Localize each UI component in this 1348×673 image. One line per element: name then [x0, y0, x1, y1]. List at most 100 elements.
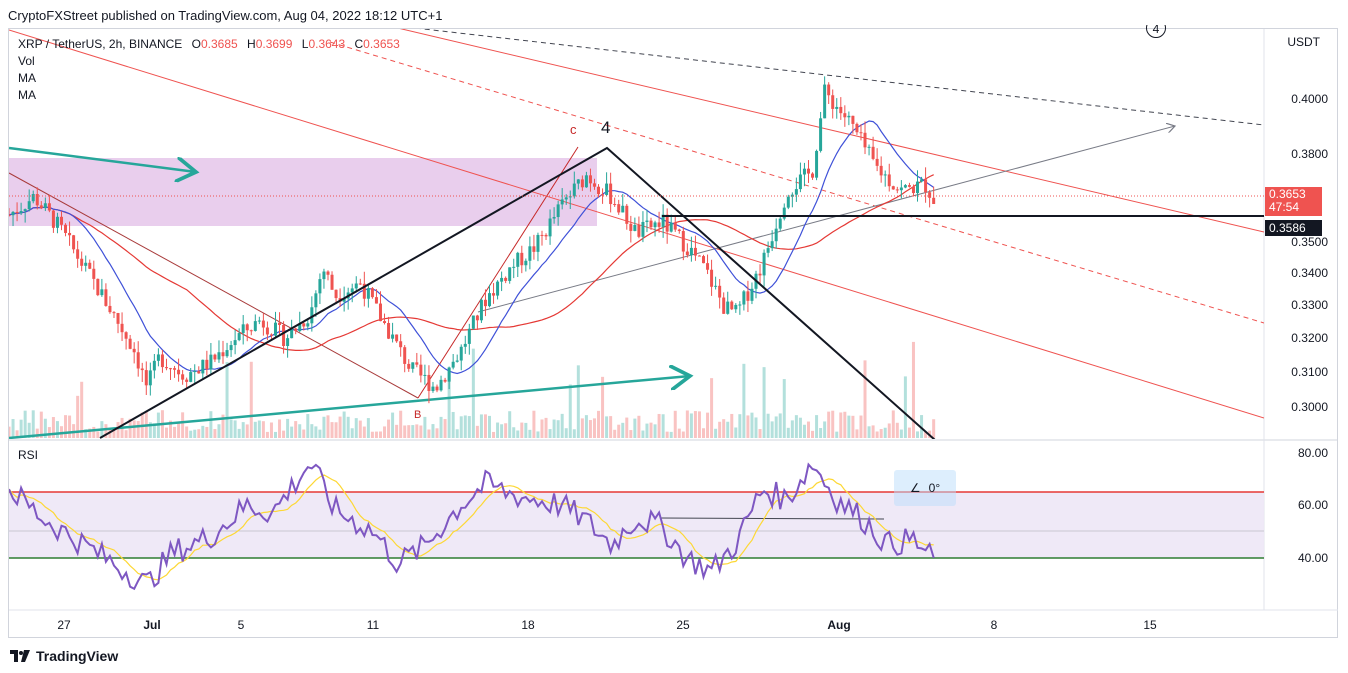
candle-body	[863, 132, 867, 148]
channel-mid-dashed-line[interactable]	[329, 41, 1264, 324]
candle-body	[786, 196, 790, 208]
candle-body	[116, 313, 120, 324]
candle-body	[435, 386, 439, 391]
volume-bar	[693, 411, 697, 438]
volume-bar	[750, 412, 754, 438]
candle-body	[11, 211, 15, 216]
wave-4-triangle[interactable]	[99, 146, 936, 440]
channel-upper-line[interactable]	[300, 5, 1264, 233]
candle-body	[496, 281, 500, 296]
candle-body	[47, 203, 51, 211]
candle-body	[500, 277, 504, 282]
gray-ascending-arrow[interactable]	[477, 126, 1175, 313]
volume-bar	[370, 431, 374, 438]
volume-bar	[411, 425, 415, 438]
ma-indicator-label[interactable]: MA	[18, 88, 36, 102]
volume-bar	[419, 425, 423, 438]
candle-body	[584, 175, 588, 188]
tradingview-brand[interactable]: TradingView	[10, 648, 118, 664]
bullish-arrow-lower[interactable]	[9, 376, 690, 439]
volume-bar	[290, 426, 294, 438]
bar-countdown: 47:54	[1269, 200, 1300, 214]
black-dashed-trendline[interactable]	[380, 24, 1264, 126]
candle-body	[423, 374, 427, 376]
volume-bar	[229, 419, 233, 438]
volume-bar	[378, 431, 382, 438]
candle-body	[673, 222, 677, 230]
volume-bar	[11, 419, 15, 438]
candle-body	[693, 247, 697, 256]
volume-bar	[9, 426, 11, 438]
ma-indicator-label[interactable]: MA	[18, 71, 36, 85]
angle-tool[interactable]: ∠ 0°	[894, 470, 956, 506]
symbol-label[interactable]: XRP / TetherUS, 2h, BINANCE	[18, 37, 183, 51]
candle-body	[653, 222, 657, 228]
rsi-label[interactable]: RSI	[18, 448, 39, 462]
volume-bar	[835, 431, 839, 438]
wave-c-label: c	[570, 122, 577, 137]
candle-body	[257, 320, 261, 322]
candle-body	[387, 323, 391, 339]
volume-bar	[540, 419, 544, 438]
volume-bar	[31, 410, 35, 438]
candle-body	[706, 263, 710, 270]
candle-body	[205, 359, 209, 370]
volume-bar	[592, 418, 596, 438]
channel-lower-line[interactable]	[9, 29, 1264, 419]
volume-bar	[362, 426, 366, 438]
candle-body	[835, 106, 839, 109]
rsi-band	[9, 492, 1264, 558]
supply-zone[interactable]	[9, 158, 597, 226]
time-tick: Aug	[827, 618, 851, 632]
candlesticks	[9, 76, 936, 404]
candle-body	[924, 179, 928, 193]
candle-body	[144, 370, 148, 386]
volume-bar	[657, 413, 661, 438]
volume-bar	[500, 424, 504, 438]
volume-bar	[27, 422, 31, 438]
candle-body	[641, 221, 645, 237]
candle-body	[475, 315, 479, 321]
volume-bar	[899, 429, 903, 438]
volume-bar	[883, 427, 887, 438]
candle-body	[245, 324, 249, 331]
time-tick: 8	[990, 618, 998, 632]
bullish-arrow-upper[interactable]	[9, 146, 196, 172]
volume-bar	[895, 422, 899, 438]
candle-body	[140, 368, 144, 371]
candle-body	[403, 347, 407, 364]
candle-body	[197, 371, 201, 374]
rsi-horizontal-ray[interactable]	[659, 517, 885, 520]
volume-bar	[661, 414, 665, 438]
volume-bar	[568, 384, 572, 438]
volume-bar	[806, 421, 810, 438]
low-value: 0.3643	[308, 37, 346, 51]
volume-indicator-label[interactable]: Vol	[18, 54, 35, 68]
volume-bar	[55, 421, 59, 438]
candle-body	[27, 201, 31, 210]
volume-bar	[342, 411, 346, 438]
volume-bar	[116, 422, 120, 438]
candle-body	[354, 283, 358, 289]
descending-wedge-line[interactable]	[9, 172, 419, 399]
volume-bar	[782, 379, 786, 438]
time-tick: 11	[366, 618, 380, 632]
volume-bar	[181, 412, 185, 438]
rsi-tick: 40.00	[1297, 551, 1328, 565]
candle-body	[568, 196, 572, 198]
candle-body	[770, 241, 774, 249]
candle-body	[96, 278, 100, 296]
b-to-c-line[interactable]	[417, 146, 579, 399]
volume-bar	[415, 424, 419, 438]
volume-bar	[911, 341, 915, 438]
candle-body	[483, 299, 487, 307]
candle-body	[233, 340, 237, 346]
volume-bar	[504, 423, 508, 438]
candle-body	[637, 224, 641, 237]
candle-body	[633, 224, 637, 231]
volume-bar	[209, 411, 213, 438]
candle-body	[516, 252, 520, 267]
volume-bar	[35, 428, 39, 438]
candle-body	[241, 324, 245, 334]
